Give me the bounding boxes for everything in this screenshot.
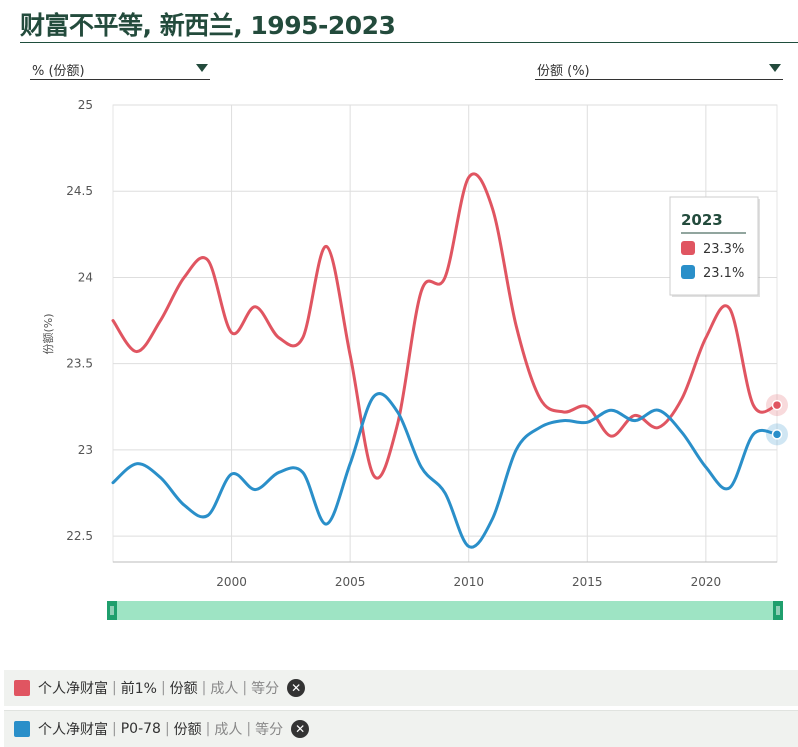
series-point[interactable] xyxy=(771,429,783,440)
legend-group: 前1% xyxy=(120,681,157,697)
close-circle-icon[interactable]: ✕ xyxy=(287,679,306,697)
y-axis-label: 份额(%) xyxy=(42,313,55,354)
x-tick-label: 2015 xyxy=(572,575,603,589)
legend-measure: 份额 xyxy=(173,722,202,738)
series-line-1 xyxy=(111,392,779,549)
legend-method: 等分 xyxy=(251,681,280,697)
measure-selector[interactable]: 份额 (%) xyxy=(535,57,783,80)
legend-swatch xyxy=(14,721,30,737)
y-tick-label: 23 xyxy=(78,443,93,457)
series-line-0 xyxy=(111,172,779,480)
x-tick-label: 2010 xyxy=(453,575,484,589)
line-chart: 22.5 23 23.5 24 24.5 25 2000 2005 2010 2015 2020 份额… xyxy=(42,98,788,620)
range-slider-handle-right[interactable] xyxy=(773,601,783,620)
tooltip-swatch xyxy=(681,241,695,255)
legend-series-name: 个人净财富 xyxy=(38,722,108,738)
x-tick-label: 2005 xyxy=(335,575,366,589)
legend-series-name: 个人净财富 xyxy=(38,681,108,697)
tooltip-value: 23.1% xyxy=(703,266,744,281)
range-slider-track[interactable] xyxy=(107,601,783,620)
legend-swatch xyxy=(14,680,30,696)
series-point[interactable] xyxy=(771,399,783,411)
y-tick-label: 23.5 xyxy=(66,357,93,371)
measure-selector-label: 份额 (%) xyxy=(537,64,590,79)
range-slider-handle-left[interactable] xyxy=(107,601,117,620)
y-tick-label: 24 xyxy=(78,270,93,284)
x-tick-label: 2000 xyxy=(216,575,247,589)
unit-selector-label: % (份额) xyxy=(32,64,85,79)
y-tick-label: 22.5 xyxy=(66,529,93,543)
legend-unit: 成人 xyxy=(214,722,243,738)
page-title: 财富不平等, 新西兰, 1995-2023 xyxy=(20,11,396,40)
unit-selector[interactable]: % (份额) xyxy=(30,57,210,80)
legend-unit: 成人 xyxy=(210,681,239,697)
legend-method: 等分 xyxy=(255,722,284,738)
caret-down-icon xyxy=(196,64,208,72)
x-tick-label: 2020 xyxy=(691,575,722,589)
legend-item-top1[interactable]: 个人净财富 | 前1% | 份额 | 成人 | 等分 ✕ xyxy=(4,670,798,706)
legend-item-p0-78[interactable]: 个人净财富 | P0-78 | 份额 | 成人 | 等分 ✕ xyxy=(4,710,798,747)
caret-down-icon xyxy=(769,64,781,72)
y-tick-label: 25 xyxy=(78,98,93,112)
legend-group: P0-78 xyxy=(120,721,161,737)
tooltip-swatch xyxy=(681,265,695,279)
close-circle-icon[interactable]: ✕ xyxy=(291,720,310,738)
legend: 个人净财富 | 前1% | 份额 | 成人 | 等分 ✕ 个人净财富 | P0-… xyxy=(0,670,798,747)
legend-measure: 份额 xyxy=(169,681,198,697)
title-divider xyxy=(20,42,798,43)
y-tick-label: 24.5 xyxy=(66,184,93,198)
tooltip-year: 2023 xyxy=(681,211,723,229)
tooltip-value: 23.3% xyxy=(703,242,744,257)
